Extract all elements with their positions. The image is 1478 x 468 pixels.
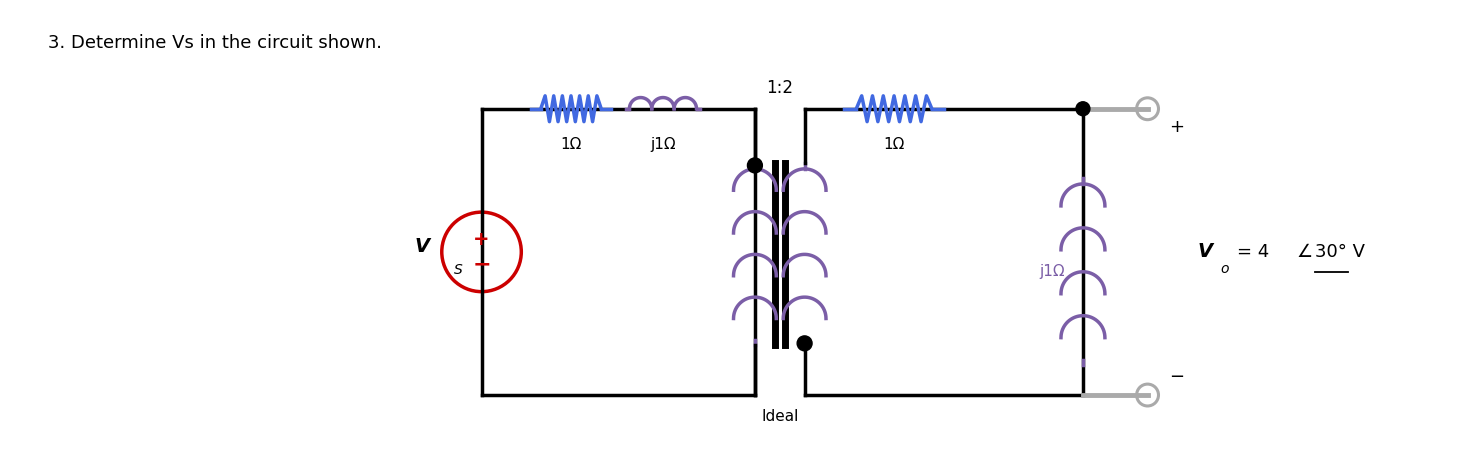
Text: V: V xyxy=(1197,242,1212,262)
Text: +: + xyxy=(473,230,489,249)
Text: 30° V: 30° V xyxy=(1314,243,1364,261)
Text: +: + xyxy=(1169,117,1184,136)
Text: V: V xyxy=(415,237,430,256)
Text: 1Ω: 1Ω xyxy=(884,137,905,152)
Text: ∠: ∠ xyxy=(1296,243,1312,261)
Text: j1Ω: j1Ω xyxy=(1039,264,1066,279)
Text: 1Ω: 1Ω xyxy=(560,137,582,152)
Circle shape xyxy=(1076,102,1089,116)
Text: 1:2: 1:2 xyxy=(766,79,794,97)
Text: S: S xyxy=(454,263,463,277)
Text: Ideal: Ideal xyxy=(761,409,798,424)
Text: −: − xyxy=(473,255,491,275)
Text: o: o xyxy=(1221,262,1228,276)
Circle shape xyxy=(797,336,811,351)
Text: j1Ω: j1Ω xyxy=(650,137,675,152)
Circle shape xyxy=(748,158,763,173)
Text: −: − xyxy=(1169,368,1184,386)
Text: = 4: = 4 xyxy=(1237,243,1270,261)
Text: 3. Determine Vs in the circuit shown.: 3. Determine Vs in the circuit shown. xyxy=(49,34,383,52)
